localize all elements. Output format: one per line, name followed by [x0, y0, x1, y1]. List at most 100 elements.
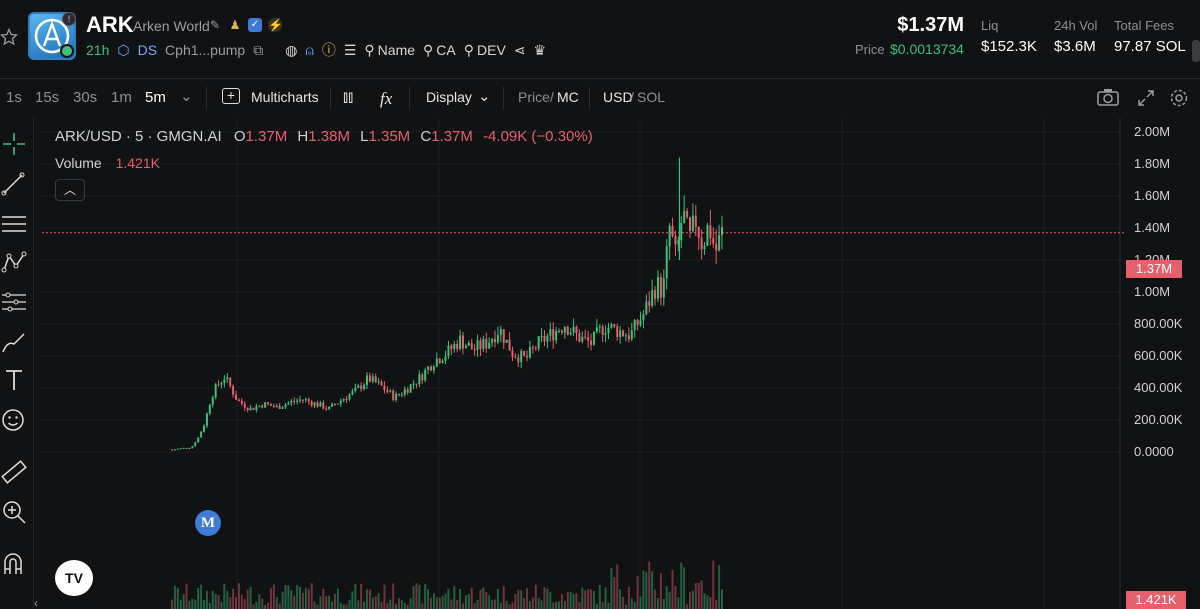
candle-body [459, 335, 462, 350]
candle-body [581, 336, 584, 342]
y-tick-label: 0.0000 [1134, 444, 1174, 459]
price-chart[interactable] [42, 118, 1126, 609]
volume-bar [441, 595, 444, 609]
collapse-arrow-icon[interactable]: ‹ [34, 596, 38, 609]
search-dev-link[interactable]: ⚲ DEV [463, 41, 506, 59]
settings-gear-icon[interactable] [1169, 88, 1189, 108]
search-icon: ⚲ [364, 41, 375, 58]
interval-1s[interactable]: 1s [6, 89, 22, 106]
chevron-down-icon[interactable]: ⌄ [180, 88, 193, 105]
candle-body [584, 336, 587, 338]
interval-30s[interactable]: 30s [73, 89, 98, 106]
volume-bar [412, 585, 415, 609]
menu-circle-icon[interactable]: ☰ [343, 41, 357, 58]
fullscreen-icon[interactable] [1137, 89, 1155, 107]
volume-bar [630, 598, 633, 609]
token-badges: ✎ ♟ ✓ ⚡ [208, 17, 283, 33]
camera-icon[interactable] [1097, 88, 1119, 106]
volume-legend: Volume 1.421K [55, 155, 160, 171]
crosshair-icon[interactable] [0, 130, 28, 158]
zoom-in-icon[interactable] [0, 498, 28, 526]
usd-toggle[interactable]: USD [603, 89, 633, 105]
ruler-icon[interactable] [0, 458, 28, 486]
candle-body [624, 335, 627, 337]
volume-tag: 1.421K [1126, 591, 1186, 609]
multicharts-button[interactable]: Multicharts [251, 89, 319, 105]
magnet-icon[interactable] [0, 550, 28, 578]
interval-15s[interactable]: 15s [35, 89, 60, 106]
favorite-star-icon[interactable] [0, 28, 18, 46]
brush-icon[interactable] [0, 328, 28, 356]
candle-body [444, 356, 447, 361]
volume-bar [389, 599, 392, 609]
vol-label: 24h Vol [1054, 18, 1098, 33]
volume-bar [700, 580, 703, 609]
candle-body [639, 320, 642, 326]
volume-bar [633, 601, 636, 609]
candle-body [587, 336, 590, 341]
candle-body [316, 402, 319, 407]
volume-bar [485, 592, 488, 609]
volume-bar [328, 595, 331, 609]
sol-toggle[interactable]: SOL [637, 89, 666, 105]
volume-bar [549, 591, 552, 609]
volume-bar [662, 598, 665, 609]
candle-body [328, 406, 331, 409]
volume-bar [543, 587, 546, 609]
candle-body [671, 225, 674, 237]
volume-bar [217, 595, 220, 609]
volume-bar [293, 595, 296, 609]
website-icon[interactable]: ◍ [285, 41, 298, 58]
volume-bar [578, 602, 581, 609]
tradingview-logo[interactable]: TV [55, 560, 93, 596]
volume-bar [365, 589, 368, 609]
search-name-link[interactable]: ⚲ Name [364, 41, 416, 59]
text-icon[interactable] [0, 366, 28, 394]
volume-bar [613, 577, 616, 609]
chevron-down-icon[interactable]: ⌄ [478, 88, 491, 105]
crown-icon[interactable]: ♛ [533, 41, 547, 58]
volume-bar [651, 571, 654, 609]
search-ca-link[interactable]: ⚲ CA [423, 41, 456, 59]
edit-icon[interactable]: ✎ [209, 18, 221, 32]
volume-bar [718, 565, 721, 609]
indicators-icon[interactable]: fx [380, 89, 393, 108]
candle-body [520, 350, 523, 363]
volume-bar [683, 567, 686, 609]
share-icon[interactable]: ⋖ [513, 41, 526, 58]
candle-body [229, 377, 232, 387]
candle-body [502, 329, 505, 343]
interval-5m[interactable]: 5m [145, 89, 166, 106]
candle-body [674, 236, 677, 245]
collapse-legend-button[interactable]: ︿ [55, 179, 85, 201]
warning-icon[interactable]: ⓘ [321, 42, 336, 58]
volume-bar [668, 591, 671, 609]
symbol-label: ARK/USD · 5 · GMGN.AI [55, 128, 222, 145]
prediction-icon[interactable] [0, 288, 28, 316]
pattern-icon[interactable] [0, 248, 28, 276]
candle-body [380, 381, 383, 386]
candle-body [555, 330, 558, 341]
scrollbar[interactable] [1192, 40, 1200, 62]
price-toggle[interactable]: Price [518, 89, 550, 105]
volume-bar [380, 601, 383, 609]
interval-1m[interactable]: 1m [111, 89, 132, 106]
volume-bar [182, 594, 185, 609]
search-icon: ⚲ [463, 41, 475, 58]
volume-bar [598, 584, 601, 609]
trendline-icon[interactable] [0, 169, 28, 197]
volume-bar [290, 590, 293, 609]
mc-toggle[interactable]: MC [557, 89, 579, 105]
info-icon[interactable]: ! [62, 12, 76, 26]
candle-body [622, 330, 625, 337]
migration-marker[interactable]: M [195, 510, 221, 536]
add-chart-icon[interactable]: + [222, 88, 240, 104]
candle-body [243, 403, 246, 408]
fib-lines-icon[interactable] [0, 210, 28, 238]
candles-icon[interactable]: ⫾⫾ [343, 89, 354, 106]
display-button[interactable]: Display [426, 89, 472, 105]
user-icon[interactable]: ⍝ [305, 41, 314, 58]
emoji-icon[interactable] [0, 406, 28, 434]
copy-icon[interactable]: ⧉ [253, 41, 264, 58]
candle-body [269, 404, 272, 406]
